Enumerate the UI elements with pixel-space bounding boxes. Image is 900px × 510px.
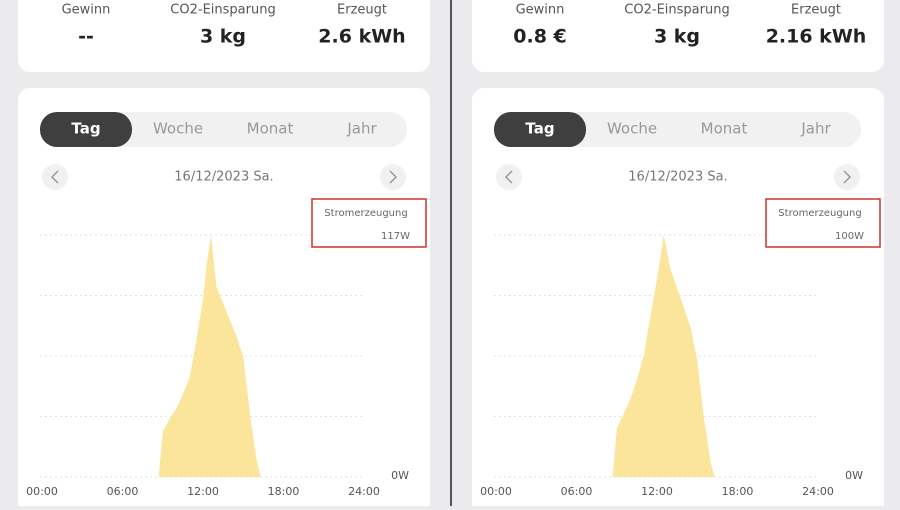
stat-value: 0.8 € [513, 26, 567, 48]
stats-card [18, 0, 430, 72]
nav-button[interactable] [496, 164, 522, 190]
stat-value: 3 kg [654, 26, 700, 48]
tooltip-value: 100W [835, 231, 864, 242]
nav-button[interactable] [380, 164, 406, 190]
stat-label: Gewinn [516, 3, 565, 18]
x-tick-label: 18:00 [722, 485, 754, 498]
stat-value: 3 kg [200, 26, 246, 48]
stat-label: Gewinn [62, 3, 111, 18]
tab[interactable]: Monat [247, 120, 294, 138]
date: 16/12/2023 Sa. [628, 170, 727, 185]
x-tick-label: 00:00 [26, 485, 58, 498]
tooltip-name: Stromerzeugung [324, 208, 407, 219]
stat-label: CO2-Einsparung [170, 3, 275, 18]
nav-button[interactable] [834, 164, 860, 190]
tooltip-name: Stromerzeugung [778, 208, 861, 219]
tab-active [494, 112, 586, 147]
x-tick-label: 12:00 [641, 485, 673, 498]
stat-label: CO2-Einsparung [624, 3, 729, 18]
chevron [389, 170, 398, 184]
nav-button[interactable] [42, 164, 68, 190]
date: 16/12/2023 Sa. [174, 170, 273, 185]
area [496, 235, 818, 477]
tab-active [40, 112, 132, 147]
tab[interactable]: Tag [71, 120, 100, 138]
tooltip [311, 198, 427, 248]
x-tick-label: 06:00 [561, 485, 593, 498]
x-tick-label: 00:00 [480, 485, 512, 498]
y-tick-label: 0W [391, 469, 409, 482]
tab-bar [40, 112, 407, 147]
stats-card [472, 0, 884, 72]
chevron [50, 170, 59, 184]
x-tick-label: 24:00 [802, 485, 834, 498]
tooltip-value: 117W [381, 231, 410, 242]
tab-bar [494, 112, 861, 147]
tab[interactable]: Monat [701, 120, 748, 138]
stat-value: 2.6 kWh [318, 26, 405, 48]
x-tick-label: 24:00 [348, 485, 380, 498]
x-tick-label: 18:00 [268, 485, 300, 498]
x-tick-label: 06:00 [107, 485, 139, 498]
area [42, 235, 364, 477]
x-tick-label: 12:00 [187, 485, 219, 498]
tab[interactable]: Woche [607, 120, 657, 138]
chart-card [18, 88, 430, 510]
tooltip [765, 198, 881, 248]
tab[interactable]: Jahr [346, 120, 377, 138]
stat-label: Erzeugt [337, 3, 387, 18]
stat-value: 2.16 kWh [766, 26, 867, 48]
tab[interactable]: Jahr [800, 120, 831, 138]
chevron [504, 170, 513, 184]
tab[interactable]: Woche [153, 120, 203, 138]
stat-label: Erzeugt [791, 3, 841, 18]
y-tick-label: 0W [845, 469, 863, 482]
chevron [843, 170, 852, 184]
tab[interactable]: Tag [525, 120, 554, 138]
stat-value: -- [78, 26, 94, 48]
